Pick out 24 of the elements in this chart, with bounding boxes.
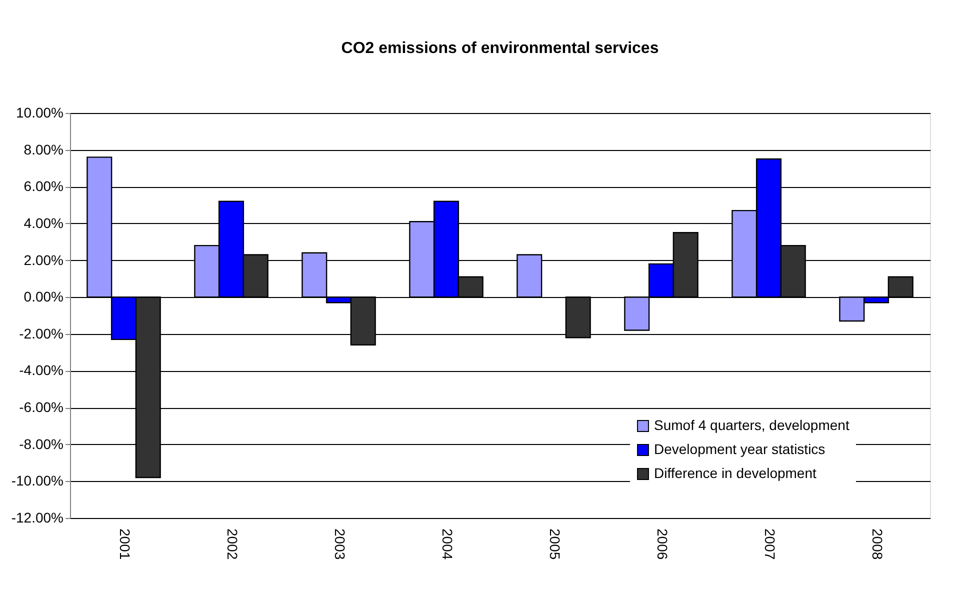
y-tick-label: 0.00%: [24, 288, 64, 305]
x-tick-label: 2005: [546, 528, 563, 560]
x-tick-label: 2008: [869, 528, 886, 560]
y-tick-label: -2.00%: [19, 325, 64, 342]
x-tick-label: 2006: [654, 528, 670, 560]
y-tick-label: -10.00%: [11, 472, 64, 489]
y-tick-label: -12.00%: [11, 510, 64, 526]
legend-label: Difference in development: [654, 465, 817, 481]
y-tick-label: 2.00%: [24, 252, 64, 268]
x-tick-label: 2001: [116, 528, 133, 560]
legend-label: Sumof 4 quarters, development: [654, 417, 850, 433]
x-tick-label: 2004: [439, 528, 456, 560]
x-tick-label: 2002: [224, 528, 240, 560]
y-tick-label: 10.00%: [16, 104, 64, 120]
y-tick-label: 6.00%: [24, 178, 64, 194]
x-tick-label: 2007: [762, 528, 778, 560]
y-tick-label: -6.00%: [19, 399, 64, 416]
y-tick-label: -4.00%: [19, 362, 64, 378]
y-tick-label: 8.00%: [24, 141, 64, 158]
y-tick-label: -8.00%: [19, 436, 64, 452]
chart-title: CO2 emissions of environmental services: [341, 40, 659, 57]
x-tick-label: 2003: [332, 528, 348, 560]
legend-label: Development year statistics: [654, 441, 826, 457]
y-tick-label: 4.00%: [24, 214, 64, 231]
